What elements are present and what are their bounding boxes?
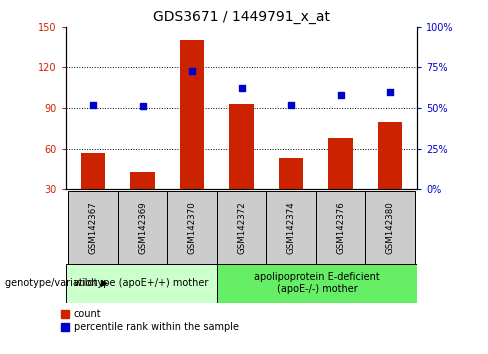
Text: GSM142376: GSM142376 [336,201,345,254]
Text: apolipoprotein E-deficient
(apoE-/-) mother: apolipoprotein E-deficient (apoE-/-) mot… [254,272,380,294]
Bar [217,191,266,264]
Text: GSM142367: GSM142367 [89,201,98,254]
Bar [167,191,217,264]
Bar [316,191,366,264]
Bar [366,191,415,264]
Bar [66,264,217,303]
Bar [217,264,417,303]
Text: GSM142369: GSM142369 [138,201,147,254]
Bar [328,138,353,189]
Point [337,92,345,98]
Bar [118,191,167,264]
Bar [266,191,316,264]
Bar [279,158,304,189]
Bar [130,172,155,189]
Bar [378,121,403,189]
Point [287,102,295,108]
Bar [229,104,254,189]
Bar [68,191,118,264]
Point [89,102,97,108]
Text: GSM142370: GSM142370 [187,201,197,254]
Bar [81,153,105,189]
Legend: count, percentile rank within the sample: count, percentile rank within the sample [61,309,239,332]
Text: wildtype (apoE+/+) mother: wildtype (apoE+/+) mother [74,278,208,288]
Title: GDS3671 / 1449791_x_at: GDS3671 / 1449791_x_at [153,10,330,24]
Text: genotype/variation ▶: genotype/variation ▶ [5,278,108,288]
Text: GSM142374: GSM142374 [286,201,296,254]
Point [238,86,245,91]
Text: GSM142372: GSM142372 [237,201,246,254]
Point [386,89,394,95]
Bar [180,40,204,189]
Text: GSM142380: GSM142380 [386,201,394,254]
Point [139,103,146,109]
Point [188,68,196,73]
